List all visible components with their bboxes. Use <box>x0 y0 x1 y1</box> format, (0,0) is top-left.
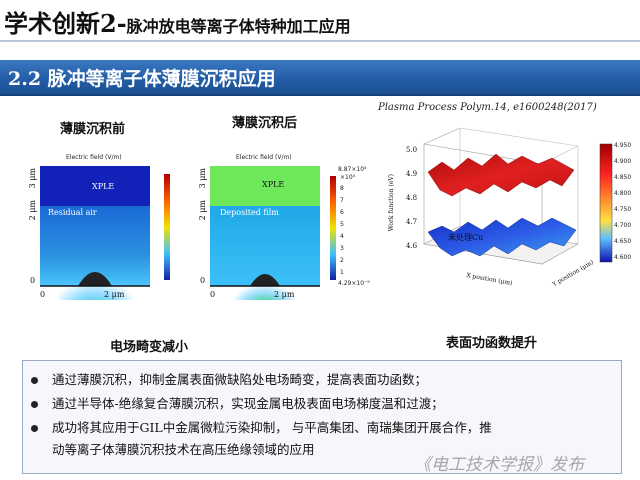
work-function-surface-plot: 5.0 4.9 4.8 4.7 4.6 Work function (eV) X… <box>382 114 638 304</box>
cb-tick-after: 7 <box>340 197 344 204</box>
xple-label-before: XPLE <box>92 182 115 191</box>
xple-region-after <box>210 166 320 206</box>
wf-cb-tick: 4.750 <box>614 206 632 213</box>
air-label-before: Residual air <box>48 208 97 217</box>
wf-cb-tick: 4.950 <box>614 142 632 149</box>
xtick-0-after: 0 <box>210 290 216 299</box>
protrusion-after <box>250 274 280 286</box>
panel-title-after: Electric field (V/m) <box>236 154 292 161</box>
caption-work-function: 表面功函数提升 <box>446 336 538 351</box>
list-item: 通过半导体-绝缘复合薄膜沉积，实现金属电极表面电场梯度温和过渡； <box>31 395 444 413</box>
bullet-dot-icon <box>31 377 38 384</box>
label-after-deposition: 薄膜沉积后 <box>232 116 298 131</box>
colorbar-after <box>330 176 336 280</box>
colorbar-max-after: 8.87×10⁴ <box>338 166 367 173</box>
cb-tick-after: 1 <box>340 269 344 276</box>
list-item: 成功将其应用于GIL中金属微粒污染抑制， 与平高集团、南瑞集团开展合作，推 <box>31 419 492 437</box>
page-title-main: 学术创新2- <box>4 9 127 38</box>
section-bar: 2.2 脉冲等离子体薄膜沉积应用 <box>0 60 640 96</box>
label-before-deposition: 薄膜沉积前 <box>60 122 126 137</box>
watermark: 《电工技术学报》发布 <box>414 455 584 475</box>
xtick-2um-before: 2 μm <box>104 290 125 299</box>
film-label-after: Deposited film <box>220 208 279 217</box>
citation: Plasma Process Polym.14, e1600248(2017) <box>378 102 597 113</box>
page-title: 学术创新2-脉冲放电等离子体特种加工应用 <box>4 4 351 39</box>
z-tick: 4.7 <box>406 218 418 226</box>
colorbar-exp-after: ×10⁴ <box>340 174 356 181</box>
z-tick: 4.8 <box>406 194 418 202</box>
bullet-dot-icon <box>31 425 38 432</box>
protrusion-before <box>78 272 112 286</box>
title-divider <box>0 40 640 42</box>
cb-tick-after: 3 <box>340 245 344 252</box>
cb-tick-after: 4 <box>340 233 344 240</box>
z-tick: 5.0 <box>406 146 418 154</box>
wf-cb-tick: 4.900 <box>614 158 632 165</box>
wf-cb-tick: 4.600 <box>614 254 632 261</box>
page-title-sub: 脉冲放电等离子体特种加工应用 <box>126 17 351 36</box>
list-item: 通过薄膜沉积，抑制金属表面微缺陷处电场畸变，提高表面功函数； <box>31 371 427 389</box>
work-function-colorbar <box>599 143 613 263</box>
wf-cb-tick: 4.800 <box>614 190 632 197</box>
ytick-2um-after: 2 μm <box>198 200 207 221</box>
list-item-continuation: 动等离子体薄膜沉积技术在高压绝缘领域的应用 <box>52 442 315 457</box>
ytick-0-after: 0 <box>200 276 206 285</box>
wf-cb-tick: 4.700 <box>614 222 632 229</box>
z-tick: 4.6 <box>406 242 418 250</box>
field-panel-after: Electric field (V/m) XPLE Deposited film… <box>190 150 370 314</box>
ytick-3um-before: 3 μm <box>28 168 37 189</box>
field-map-before <box>40 166 170 320</box>
bullet-list: 通过薄膜沉积，抑制金属表面微缺陷处电场畸变，提高表面功函数； 通过半导体-绝缘复… <box>22 360 622 474</box>
xtick-2um-after: 2 μm <box>274 290 295 299</box>
wf-cb-tick: 4.650 <box>614 238 632 245</box>
cb-tick-after: 6 <box>340 209 344 216</box>
z-axis-label: Work function (eV) <box>388 174 395 232</box>
colorbar-before <box>164 174 170 280</box>
untreated-cu-label: 未处理Cu <box>448 233 484 242</box>
cb-tick-after: 5 <box>340 221 344 228</box>
section-title: 2.2 脉冲等离子体薄膜沉积应用 <box>8 68 276 90</box>
cb-tick-after: 8 <box>340 185 344 192</box>
bullet-dot-icon <box>31 401 38 408</box>
xple-region-before <box>40 166 150 206</box>
cb-tick-after: 2 <box>340 257 344 264</box>
wf-cb-tick: 4.850 <box>614 174 632 181</box>
z-tick: 4.9 <box>406 170 418 178</box>
ytick-0-before: 0 <box>30 276 36 285</box>
xtick-0-before: 0 <box>40 290 46 299</box>
panel-title-before: Electric field (V/m) <box>66 154 122 161</box>
ytick-2um-before: 2 μm <box>28 200 37 221</box>
colorbar-min-after: 4.29×10⁻⁹ <box>338 280 370 287</box>
xple-label-after: XPLE <box>262 180 285 189</box>
blue-surface-untreated <box>427 217 577 257</box>
field-panel-before: Electric field (V/m) XPLE Residual air 3… <box>20 150 180 320</box>
red-surface-treated <box>427 153 575 197</box>
ytick-3um-after: 3 μm <box>198 168 207 189</box>
caption-field-distortion: 电场畸变减小 <box>110 340 189 355</box>
surface-plot-canvas <box>423 127 613 265</box>
